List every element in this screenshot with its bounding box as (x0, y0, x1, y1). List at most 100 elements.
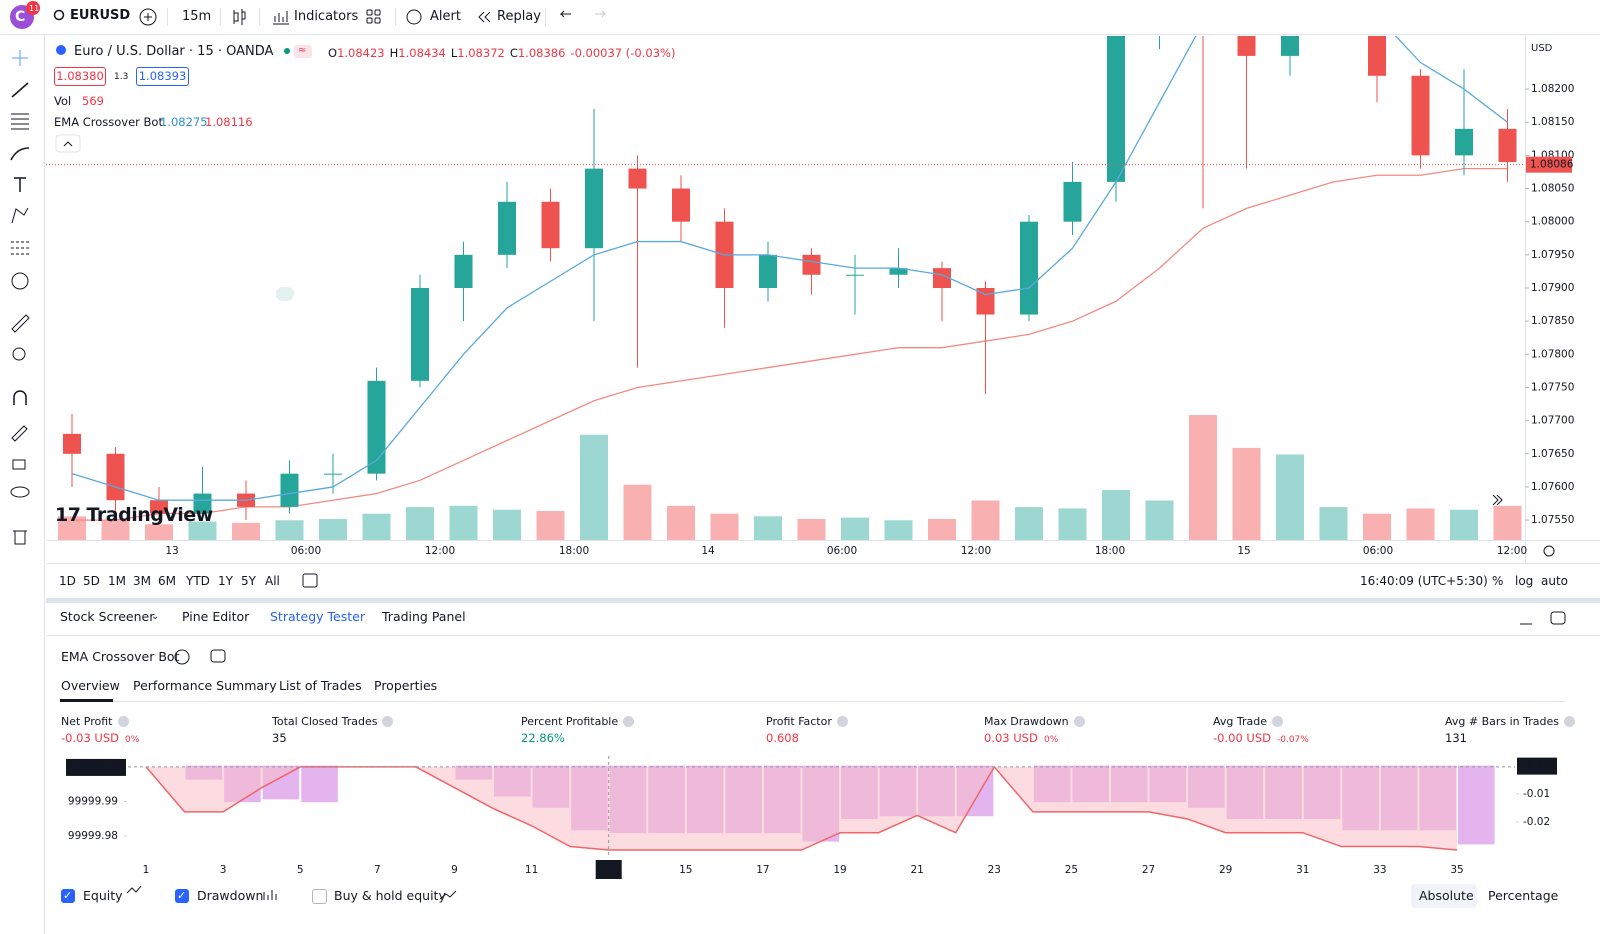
strategy-tab[interactable]: Performance Summary (133, 678, 277, 693)
log-toggle[interactable]: log (1515, 574, 1534, 588)
check-mark: ✓ (63, 889, 73, 902)
zoom-tool[interactable] (12, 347, 26, 361)
strategy-tab[interactable]: Properties (374, 678, 438, 693)
symbol-search[interactable]: EURUSD (70, 8, 131, 23)
brush-tool[interactable] (10, 147, 30, 161)
volume-bar (1406, 508, 1435, 540)
templates-icon[interactable] (366, 9, 373, 16)
date-range-icon[interactable] (302, 573, 318, 588)
volume-bar (1058, 508, 1087, 540)
x-tick-label: 17 (756, 864, 769, 876)
text-tool[interactable] (14, 177, 26, 192)
volume-bar (1015, 507, 1043, 540)
drawdown-checkbox[interactable] (175, 889, 189, 903)
scroll-to-latest-button[interactable] (1486, 489, 1508, 511)
strategy-tab[interactable]: Overview (61, 678, 120, 693)
pattern-tool[interactable] (11, 207, 29, 224)
crosshair-tool[interactable] (12, 50, 28, 66)
volume-bar (449, 505, 478, 540)
candle-body (759, 254, 777, 288)
indicators-button[interactable]: Indicators (294, 9, 359, 24)
range-button[interactable]: 1M (108, 574, 126, 588)
range-button[interactable]: 5Y (241, 574, 256, 588)
absolute-button[interactable]: Absolute (1419, 888, 1474, 903)
delay-badge (294, 45, 312, 58)
crosshair-box (595, 860, 622, 879)
range-button[interactable]: 1D (59, 574, 76, 588)
equity-icon (126, 885, 142, 894)
price-plot (46, 36, 1525, 540)
range-button[interactable]: 6M (158, 574, 176, 588)
fib-tool[interactable] (11, 113, 29, 130)
stat-label: Profit Factor (766, 715, 832, 728)
drawing-mode-tool[interactable] (11, 425, 28, 442)
replay-icon[interactable] (478, 11, 491, 23)
candle-body (802, 254, 821, 275)
percentage-button[interactable]: Percentage (1488, 888, 1559, 903)
change: -0.00037 (-0.03%) (570, 46, 676, 60)
add-symbol-icon[interactable] (139, 8, 157, 26)
auto-toggle[interactable]: auto (1541, 574, 1569, 588)
maximize-panel[interactable] (1550, 611, 1566, 625)
currency[interactable]: USD (1531, 43, 1553, 54)
drawdown-bar (1458, 765, 1495, 845)
range-button[interactable]: YTD (186, 574, 210, 588)
lock-tool[interactable] (12, 459, 26, 470)
candle-body (367, 380, 386, 474)
range-button[interactable]: 5D (83, 574, 100, 588)
replay-button[interactable]: Replay (497, 9, 541, 24)
chart-type-icon[interactable] (233, 9, 246, 25)
magnet-tool[interactable] (13, 390, 27, 405)
volume-bar (101, 520, 130, 540)
range-button[interactable]: 1Y (218, 574, 233, 588)
delete-tool[interactable] (13, 530, 27, 545)
trendline-tool[interactable] (11, 82, 29, 98)
interval[interactable]: 15m (182, 9, 212, 24)
volume-bar (319, 518, 347, 540)
ohlc-value: 1.08423 (337, 46, 385, 60)
ohlc-key: C (509, 46, 518, 60)
panel-tab[interactable]: Trading Panel (382, 609, 466, 624)
x-tick-label: 25 (1065, 864, 1078, 876)
range-button[interactable]: 3M (133, 574, 151, 588)
percent-toggle[interactable]: % (1492, 574, 1504, 588)
strategy-settings-icon[interactable] (174, 649, 190, 665)
alert-icon[interactable] (406, 9, 422, 25)
icon-tool[interactable] (11, 272, 29, 290)
top-bar (0, 0, 1600, 34)
volume-bar (667, 505, 695, 540)
search-icon[interactable] (53, 9, 65, 21)
market-status (276, 287, 294, 301)
redo-icon[interactable] (595, 10, 607, 18)
panel-tab[interactable]: Pine Editor (182, 609, 250, 624)
templates-icon (374, 17, 381, 24)
dropdown-arrow[interactable]: ⌄ (151, 611, 160, 622)
strategy-tab[interactable]: List of Trades (279, 678, 362, 693)
candle-body (498, 201, 516, 255)
stat-label: Percent Profitable (521, 715, 619, 728)
buy-hold-checkbox[interactable] (312, 889, 327, 904)
volume-bar (1232, 447, 1261, 540)
panel-tab[interactable]: Strategy Tester (270, 609, 365, 624)
x-tick-label: 12:00 (1497, 545, 1527, 557)
equity-checkbox[interactable] (61, 889, 75, 903)
absolute-button-bg[interactable] (1411, 884, 1477, 908)
scroll-to-latest-button (1492, 494, 1503, 506)
sell-button[interactable]: 1.08380 (54, 67, 106, 86)
candle-body (1411, 75, 1430, 156)
strategy-source-icon[interactable] (210, 649, 226, 663)
forecast-tool[interactable] (11, 241, 29, 255)
buy-button[interactable]: 1.08393 (136, 67, 189, 86)
y-tick-label: 1.07800 (1531, 348, 1574, 360)
ruler-tool[interactable] (11, 314, 30, 333)
undo-icon[interactable] (559, 10, 571, 18)
alert-button[interactable]: Alert (430, 9, 461, 24)
hide-tool[interactable] (10, 486, 30, 498)
volume-bar (275, 520, 304, 540)
settings-icon[interactable] (1543, 545, 1555, 557)
collapse-legend-button[interactable] (55, 134, 81, 153)
indicators-icon[interactable] (273, 11, 289, 25)
stat-label: Net Profit (61, 715, 113, 728)
panel-tab[interactable]: Stock Screener (60, 609, 155, 624)
range-button[interactable]: All (265, 574, 280, 588)
